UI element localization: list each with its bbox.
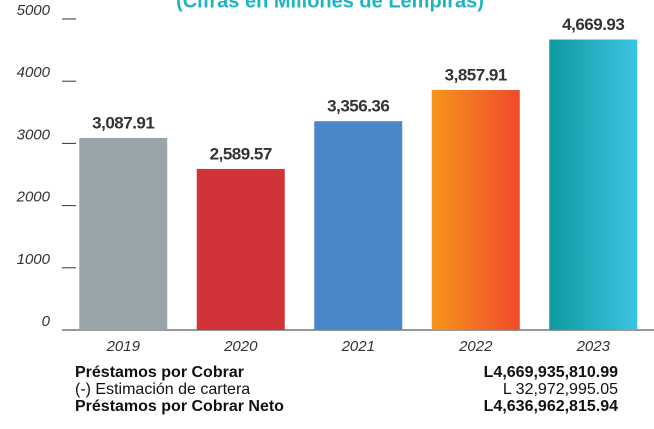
bar (196, 168, 285, 330)
bar (79, 137, 168, 330)
y-tick-label: 0 (42, 313, 51, 330)
row-value: L 32,972,995.05 (503, 381, 618, 398)
bar (431, 90, 520, 330)
y-tick-label: 5000 (17, 2, 51, 19)
row-value: L4,669,935,810.99 (484, 364, 618, 381)
y-tick-label: 3000 (17, 126, 51, 143)
value-label: 3,356.36 (327, 97, 389, 116)
y-tick-label: 4000 (17, 64, 51, 81)
row-value: L4,636,962,815.94 (484, 398, 618, 415)
row-label: Préstamos por Cobrar (75, 364, 244, 381)
x-tick-label: 2019 (106, 338, 141, 355)
row-label: Préstamos por Cobrar Neto (75, 398, 284, 415)
x-tick-label: 2021 (341, 338, 375, 355)
bar (314, 121, 403, 330)
y-tick-label: 2000 (16, 189, 51, 206)
chart-title: (Cifras en Millones de Lempiras) (176, 0, 484, 12)
value-label: 3,087.91 (92, 113, 154, 132)
value-label: 4,669.93 (562, 15, 624, 34)
bar (549, 39, 638, 330)
row-label: (-) Estimación de cartera (75, 381, 250, 398)
x-tick-label: 2022 (458, 338, 493, 355)
value-label: 3,857.91 (445, 66, 507, 85)
x-tick-label: 2020 (223, 338, 258, 355)
x-tick-label: 2023 (576, 338, 611, 355)
y-tick-label: 1000 (17, 251, 51, 268)
value-label: 2,589.57 (210, 144, 272, 163)
